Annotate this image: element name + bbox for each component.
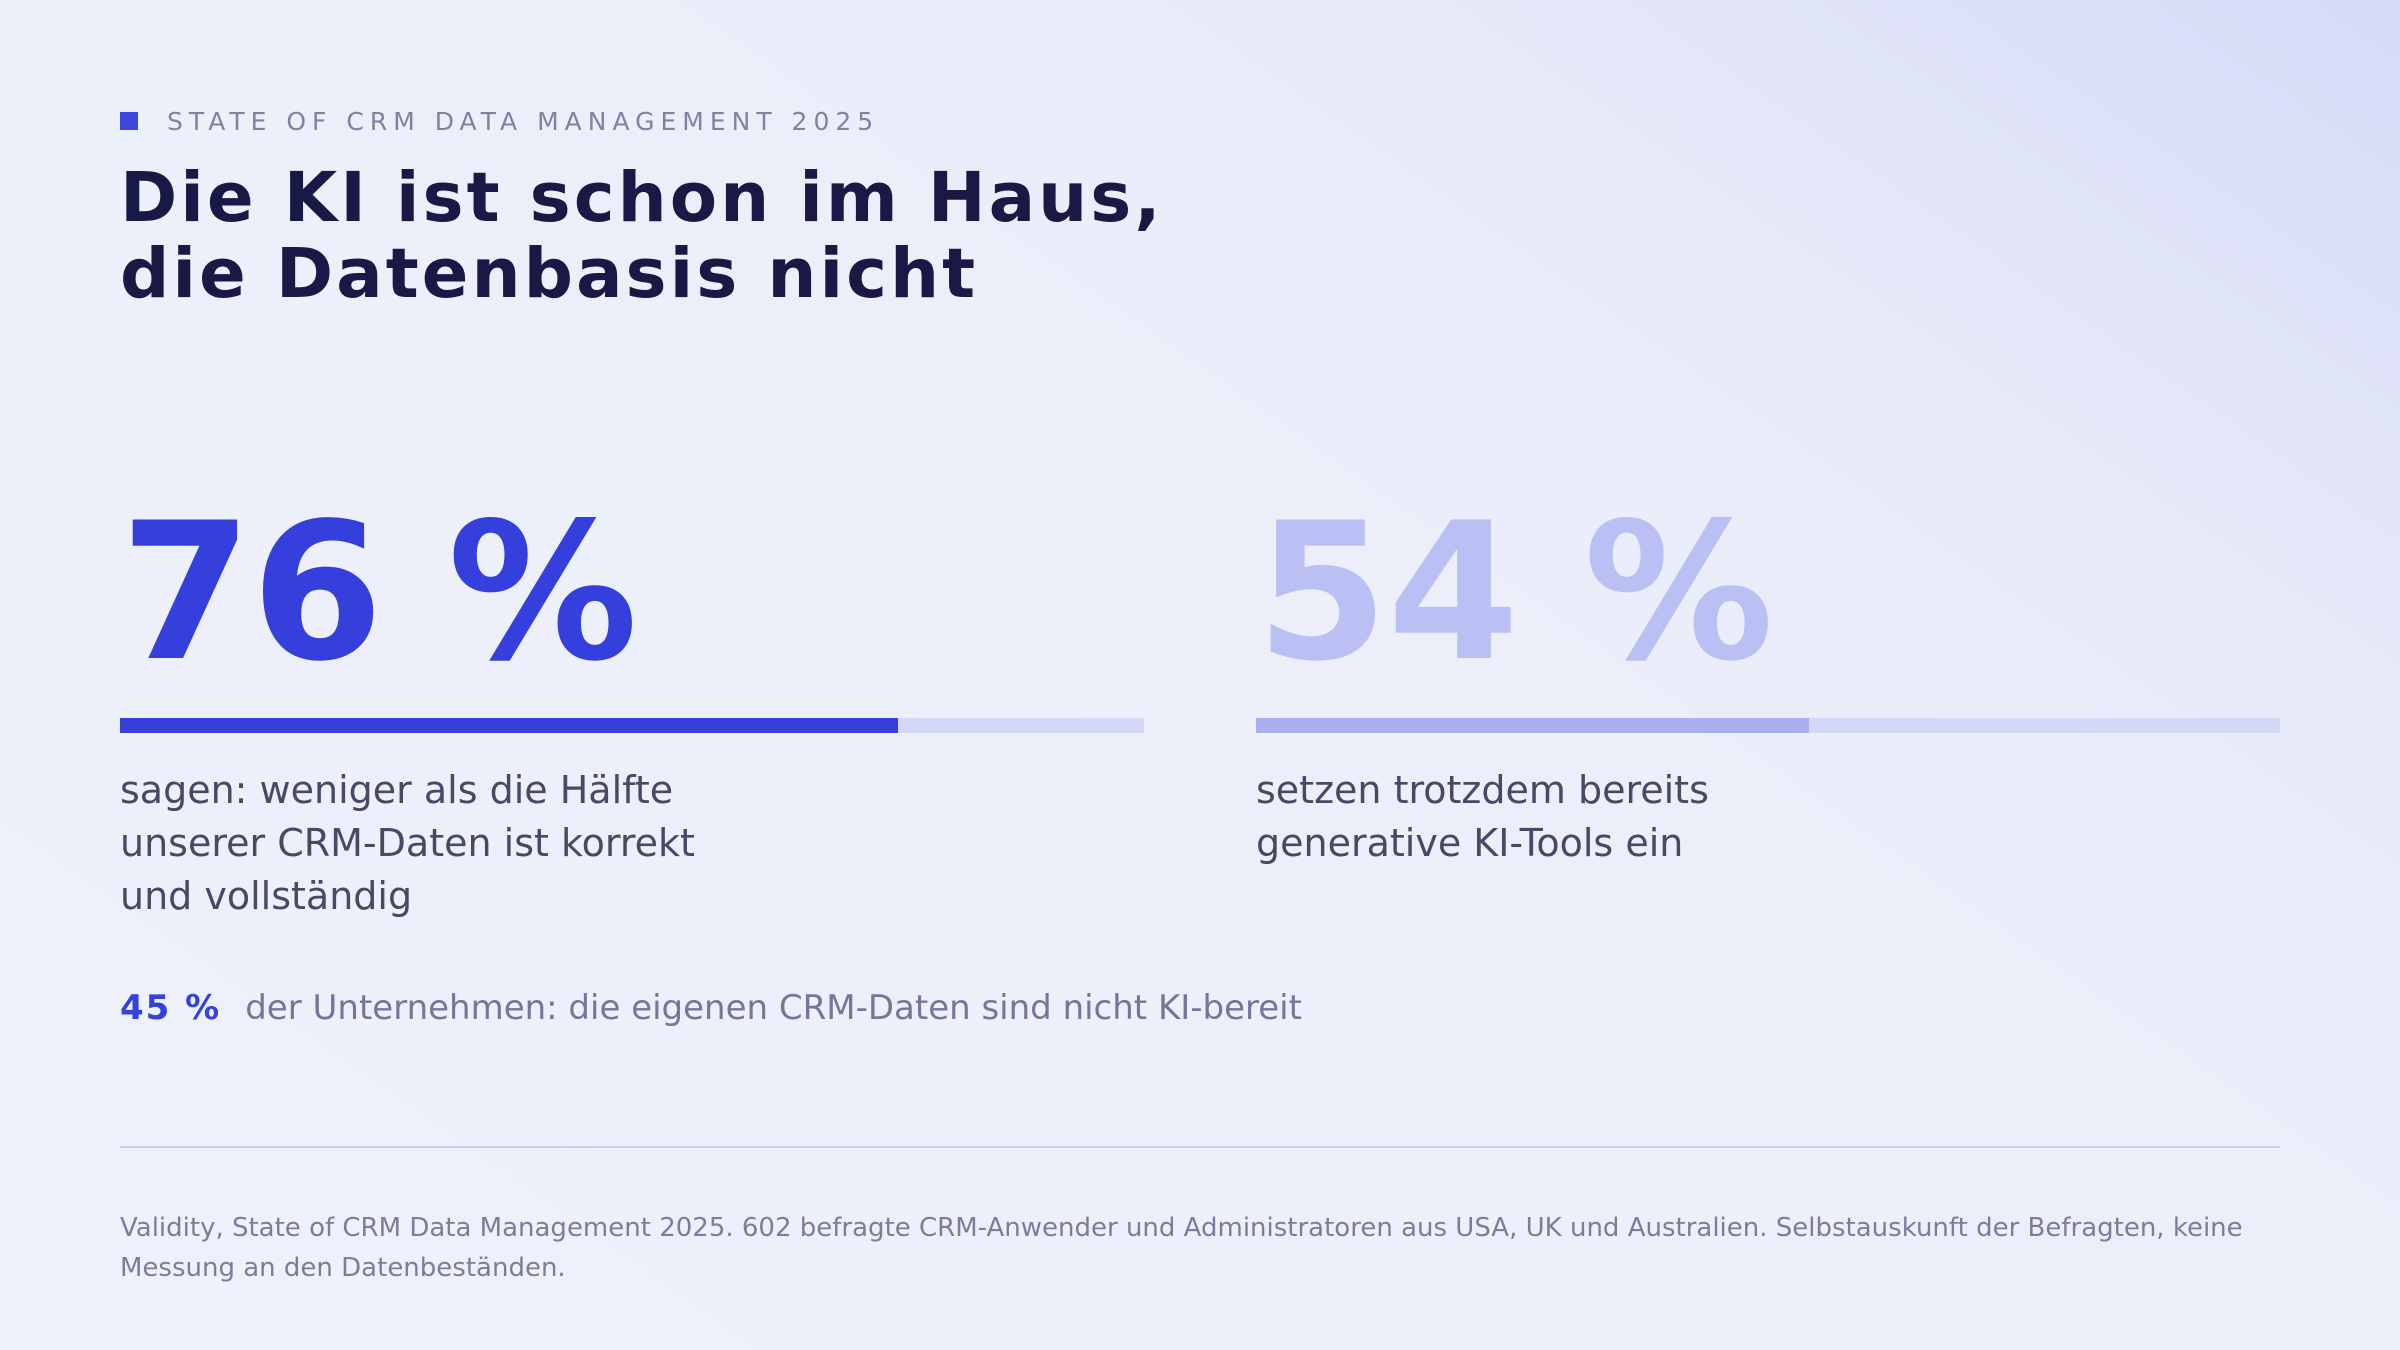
stat-value: 54 % <box>1256 482 1774 703</box>
stat-caption: sagen: weniger als die Hälfte unserer CR… <box>120 768 695 918</box>
eyebrow: STATE OF CRM DATA MANAGEMENT 2025 <box>120 104 879 138</box>
square-accent-icon <box>120 112 138 130</box>
stat-block-inaccurate-data: 76 % sagen: weniger als die Hälfte unser… <box>120 482 1144 918</box>
progress-bar-fill <box>120 718 899 733</box>
progress-bar-fill <box>1256 718 1809 733</box>
page-title-line-2: die Datenbasis nicht <box>120 234 979 314</box>
stat-block-generative-ai-use: 54 % setzen trotzdem bereits generative … <box>1256 482 2280 865</box>
stat-caption: setzen trotzdem bereits generative KI-To… <box>1256 768 1709 865</box>
stat-value: 76 % <box>120 482 638 703</box>
footer-divider <box>120 1146 2280 1148</box>
supporting-stat-value: 45 % <box>120 988 222 1028</box>
eyebrow-text: STATE OF CRM DATA MANAGEMENT 2025 <box>167 106 880 136</box>
page-title-line-1: Die KI ist schon im Haus, <box>120 158 1164 238</box>
supporting-stat-text: der Unternehmen: die eigenen CRM-Daten s… <box>245 988 1302 1028</box>
source-note: Validity, State of CRM Data Management 2… <box>120 1213 2243 1283</box>
progress-bar-track <box>1256 718 2280 733</box>
supporting-statistic: 45 % der Unternehmen: die eigenen CRM-Da… <box>120 982 1302 1034</box>
progress-bar-track <box>120 718 1144 733</box>
page-title: Die KI ist schon im Haus, die Datenbasis… <box>120 160 1220 312</box>
